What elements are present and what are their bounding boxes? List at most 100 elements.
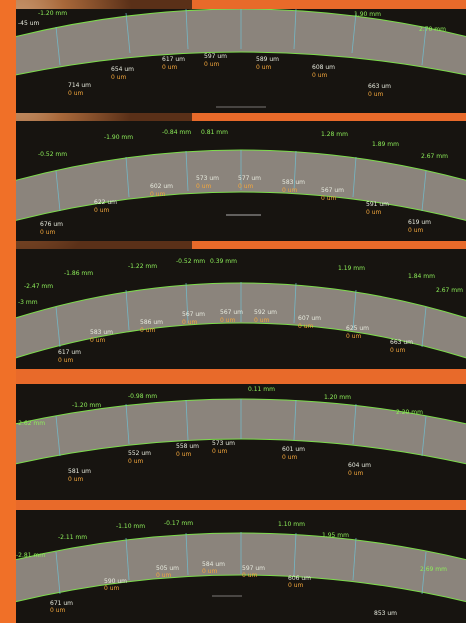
measurement-label: 0 um <box>366 209 382 216</box>
measurement-label: -0.52 mm <box>38 151 68 158</box>
measurement-label: -1.10 mm <box>116 523 146 530</box>
measurement-label: 567 um <box>182 311 206 318</box>
measurement-label: 577 um <box>238 175 262 182</box>
measurement-label: 0 um <box>346 333 362 340</box>
measurement-label: -1.86 mm <box>64 270 94 277</box>
measurement-label: 0 um <box>256 64 272 71</box>
measurement-label: 617 um <box>58 349 82 356</box>
measurement-label: 1.90 mm <box>354 11 381 18</box>
measurement-label: 0 um <box>298 323 314 330</box>
measurement-label: 0 um <box>128 458 144 465</box>
measurement-label: 0 um <box>68 476 84 483</box>
measurement-label: 619 um <box>408 219 432 226</box>
measurement-label: 0.11 mm <box>248 386 275 393</box>
measurement-label: 2.20 mm <box>396 409 423 416</box>
measurement-label: -0.98 mm <box>128 393 158 400</box>
measurement-label: 0 um <box>176 451 192 458</box>
measurement-label: 0 um <box>282 454 298 461</box>
measurement-label: 601 um <box>282 446 306 453</box>
measurement-label: 0 um <box>408 227 424 234</box>
measurement-label: 0 um <box>182 319 198 326</box>
measurement-label: 663 um <box>368 83 392 90</box>
measurement-label: 676 um <box>40 221 64 228</box>
measurement-label: -1.22 mm <box>128 263 158 270</box>
measurement-label: 0 um <box>156 572 172 579</box>
measurement-label: 0 um <box>212 448 228 455</box>
cornea-scan-image <box>16 9 466 108</box>
measurement-label: 0 um <box>321 195 337 202</box>
measurement-label: 0 um <box>162 64 178 71</box>
measurement-label: 0 um <box>312 72 328 79</box>
oct-scan-panel-4: -0.98 mm 0.11 mm -1.20 mm 1.20 mm -2.62 … <box>16 384 466 500</box>
measurement-label: 552 um <box>128 450 152 457</box>
measurement-label: 0 um <box>242 572 258 579</box>
measurement-label: -1.90 mm <box>104 134 134 141</box>
oct-scan-panel-5: -1.10 mm -0.17 mm 1.10 mm -2.11 mm 1.95 … <box>16 510 466 623</box>
measurement-label: 0 um <box>40 229 56 236</box>
measurement-label: -2.11 mm <box>58 534 88 541</box>
measurement-label: -2.47 mm <box>24 283 54 290</box>
measurement-label: 0 um <box>196 183 212 190</box>
measurement-label: 607 um <box>298 315 322 322</box>
measurement-label: 0 um <box>202 568 218 575</box>
measurement-label: 0 um <box>150 191 166 198</box>
measurement-label: 1.10 mm <box>278 521 305 528</box>
measurement-label: 625 um <box>346 325 370 332</box>
measurement-label: 663 um <box>390 339 414 346</box>
cornea-scan-image <box>16 532 466 603</box>
measurement-label: 0.39 mm <box>210 258 237 265</box>
measurement-label: -0.52 mm <box>176 258 206 265</box>
measurement-label: 602 um <box>150 183 174 190</box>
measurement-label: 606 um <box>288 575 312 582</box>
measurement-label: 1.19 mm <box>338 265 365 272</box>
measurement-label: 671 um <box>50 600 74 607</box>
measurement-label: 590 um <box>104 578 128 585</box>
measurement-label: 586 um <box>140 319 164 326</box>
measurement-label: 573 um <box>212 440 236 447</box>
measurement-label: 0 um <box>90 337 106 344</box>
measurement-label: 1.28 mm <box>321 131 348 138</box>
measurement-label: 0 um <box>140 327 156 334</box>
measurement-label: 0 um <box>282 187 298 194</box>
measurement-label: -1.20 mm <box>72 402 102 409</box>
measurement-label: 597 um <box>204 53 228 60</box>
measurement-label: 567 um <box>321 187 345 194</box>
measurement-label: 2.69 mm <box>420 566 447 573</box>
cornea-scan-image <box>16 149 466 221</box>
measurement-label: 0 um <box>288 582 304 589</box>
cornea-scan-image <box>16 398 466 465</box>
measurement-label: -1.20 mm <box>38 10 68 17</box>
measurement-label: 573 um <box>196 175 220 182</box>
measurement-label: 2.67 mm <box>421 153 448 160</box>
oct-scan-panel-3: -1.22 mm -0.52 mm 0.39 mm -1.86 mm 1.19 … <box>16 249 466 369</box>
measurement-label: 0 um <box>111 74 127 81</box>
measurement-label: 584 um <box>202 561 226 568</box>
measurement-label: 0 um <box>390 347 406 354</box>
measurement-label: 589 um <box>256 56 280 63</box>
oct-scan-panel-1: -45 um -1.20 mm 1.90 mm 2.70 mm 654 um 0… <box>16 9 466 113</box>
measurement-label: 1.84 mm <box>408 273 435 280</box>
measurement-label: -3 mm <box>18 299 38 306</box>
measurement-label: 0.81 mm <box>201 129 228 136</box>
measurement-label: -0.17 mm <box>164 520 194 527</box>
measurement-label: -0.84 mm <box>162 129 192 136</box>
measurement-label: 583 um <box>282 179 306 186</box>
measurement-label: 0 um <box>254 317 270 324</box>
measurement-label: 0 um <box>94 207 110 214</box>
measurement-label: 0 um <box>204 61 220 68</box>
measurement-label: 1.89 mm <box>372 141 399 148</box>
measurement-label: 581 um <box>68 468 92 475</box>
cornea-scan-image <box>16 282 466 359</box>
measurement-label: 0 um <box>68 90 84 97</box>
measurement-label: 0 um <box>58 357 74 364</box>
oct-scan-panel-2: -1.90 mm -0.84 mm 0.81 mm 1.28 mm -0.52 … <box>16 121 466 241</box>
measurement-label: 567 um <box>220 309 244 316</box>
measurement-label: 0 um <box>238 183 254 190</box>
measurement-label: -2.62 mm <box>16 420 46 427</box>
measurement-label: 505 um <box>156 565 180 572</box>
measurement-label: 714 um <box>68 82 92 89</box>
measurement-label: 0 um <box>368 91 384 98</box>
measurement-label: 604 um <box>348 462 372 469</box>
measurement-label: 0 um <box>104 585 120 592</box>
measurement-label: -2.81 mm <box>16 552 46 559</box>
